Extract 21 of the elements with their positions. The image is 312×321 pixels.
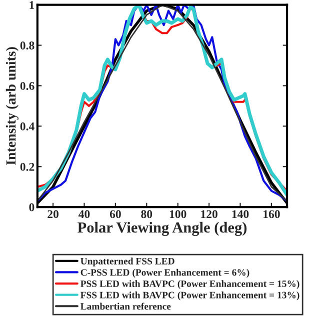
- legend-label: Lambertian reference: [80, 302, 171, 310]
- x-tick-label: 20: [48, 210, 58, 218]
- x-tick-label: 100: [170, 210, 186, 218]
- y-tick-label: 1: [30, 1, 34, 9]
- y-tick-label: 0.6: [20, 82, 34, 90]
- y-tick-label: 0: [29, 203, 34, 212]
- legend-label: FSS LED with BAVPC (Power Enhancement = 13%): [80, 291, 300, 300]
- x-tick-label: 140: [232, 210, 249, 218]
- x-tick-label: 60: [110, 210, 121, 218]
- x-axis-title: Polar Viewing Angle (deg): [78, 222, 247, 236]
- y-tick-label: 0.2: [20, 162, 34, 171]
- x-tick-label: 40: [78, 210, 90, 218]
- y-tick-label: 0.8: [20, 42, 34, 50]
- y-axis-title: Intensity (arb units): [6, 47, 19, 165]
- legend-label: Unpatterned FSS LED: [80, 258, 174, 266]
- legend-label: C-PSS LED (Power Enhancement = 6%): [80, 268, 250, 278]
- y-tick-label: 0.4: [20, 122, 34, 130]
- x-tick-label: 160: [264, 210, 280, 218]
- legend-label: PSS LED with BAVPC (Power Enhancement = 15%): [80, 280, 300, 290]
- x-tick-label: 80: [141, 210, 152, 218]
- x-tick-label: 120: [201, 210, 218, 218]
